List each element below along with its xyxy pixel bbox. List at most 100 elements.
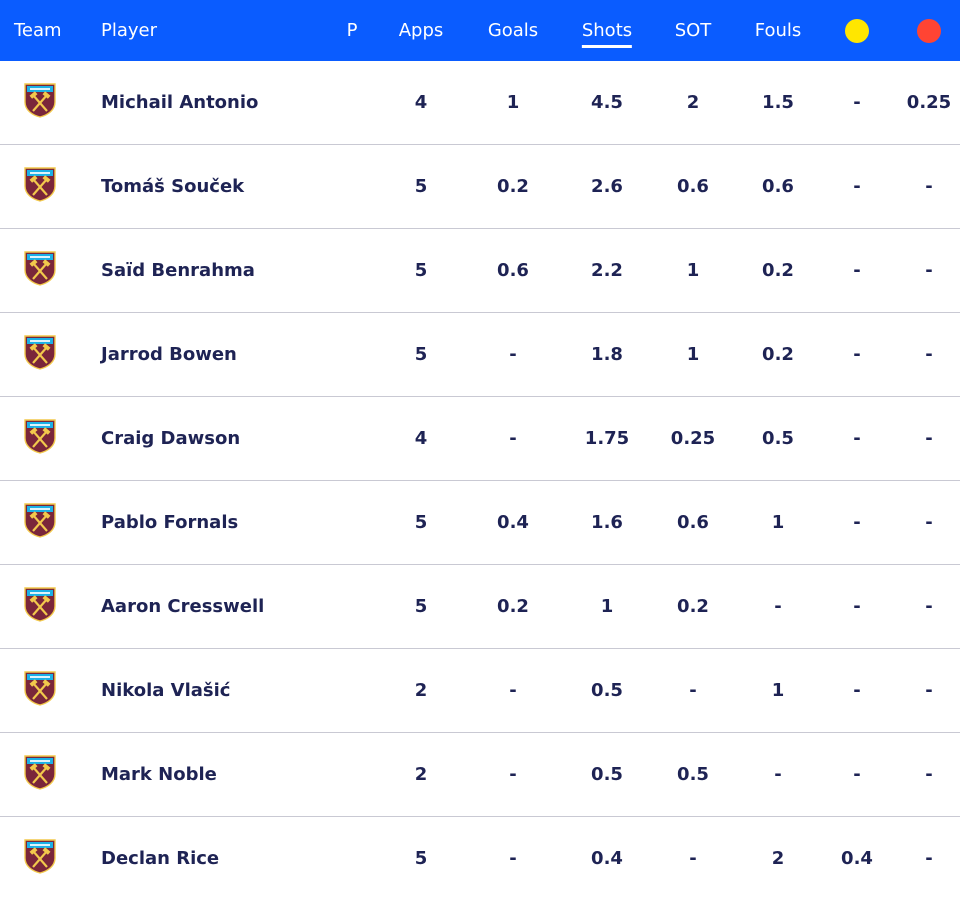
fouls-value: - — [774, 764, 782, 785]
red-cards-value: - — [925, 344, 933, 365]
fouls-value: - — [774, 596, 782, 617]
sot-value: 0.2 — [677, 596, 709, 617]
table-row[interactable]: Tomáš Souček 5 0.2 2.6 0.6 0.6 - - — [0, 145, 960, 229]
yellow-cards-value: - — [853, 92, 861, 113]
fouls-value: 1 — [771, 680, 785, 701]
west-ham-crest-icon — [24, 251, 56, 286]
yellow-cards-value: - — [853, 680, 861, 701]
yellow-cards-value: - — [853, 176, 861, 197]
player-name[interactable]: Craig Dawson — [101, 428, 241, 449]
west-ham-crest-icon — [24, 839, 56, 874]
west-ham-crest-icon — [24, 755, 56, 790]
sot-value: 0.5 — [677, 764, 709, 785]
red-card-icon — [917, 18, 941, 43]
yellow-cards-value: - — [853, 344, 861, 365]
table-row[interactable]: Nikola Vlašić 2 - 0.5 - 1 - - — [0, 649, 960, 733]
column-header-red-cards[interactable] — [917, 0, 941, 61]
apps-value: 5 — [414, 596, 428, 617]
sot-value: 0.6 — [677, 512, 709, 533]
apps-value: 5 — [414, 512, 428, 533]
west-ham-crest-icon — [24, 83, 56, 118]
player-name[interactable]: Tomáš Souček — [101, 176, 245, 197]
column-header-position[interactable]: P — [346, 20, 358, 41]
shots-value: 1.75 — [584, 428, 630, 449]
red-cards-value: - — [925, 176, 933, 197]
red-cards-value: - — [925, 680, 933, 701]
sot-value: 1 — [686, 260, 700, 281]
apps-value: 4 — [414, 428, 428, 449]
player-name[interactable]: Mark Noble — [101, 764, 217, 785]
column-header-fouls[interactable]: Fouls — [754, 20, 802, 41]
shots-value: 4.5 — [591, 92, 623, 113]
player-name[interactable]: Pablo Fornals — [101, 512, 239, 533]
apps-value: 2 — [414, 764, 428, 785]
fouls-value: 1 — [771, 512, 785, 533]
column-header-goals[interactable]: Goals — [487, 20, 539, 41]
table-row[interactable]: Craig Dawson 4 - 1.75 0.25 0.5 - - — [0, 397, 960, 481]
table-row[interactable]: Jarrod Bowen 5 - 1.8 1 0.2 - - — [0, 313, 960, 397]
apps-value: 5 — [414, 260, 428, 281]
apps-value: 5 — [414, 176, 428, 197]
sot-value: 0.25 — [670, 428, 716, 449]
column-header-team[interactable]: Team — [14, 20, 62, 41]
column-header-yellow-cards[interactable] — [845, 0, 869, 61]
goals-value: 0.4 — [497, 512, 529, 533]
apps-value: 5 — [414, 344, 428, 365]
shots-value: 1 — [600, 596, 614, 617]
sot-value: - — [689, 680, 697, 701]
yellow-cards-value: - — [853, 596, 861, 617]
table-row[interactable]: Pablo Fornals 5 0.4 1.6 0.6 1 - - — [0, 481, 960, 565]
yellow-cards-value: - — [853, 428, 861, 449]
goals-value: - — [509, 764, 517, 785]
table-row[interactable]: Saïd Benrahma 5 0.6 2.2 1 0.2 - - — [0, 229, 960, 313]
player-name[interactable]: Declan Rice — [101, 848, 220, 869]
player-name[interactable]: Michail Antonio — [101, 92, 259, 113]
goals-value: 0.2 — [497, 596, 529, 617]
sot-value: - — [689, 848, 697, 869]
shots-value: 2.6 — [591, 176, 623, 197]
goals-value: - — [509, 680, 517, 701]
goals-value: 0.6 — [497, 260, 529, 281]
player-name[interactable]: Nikola Vlašić — [101, 680, 231, 701]
west-ham-crest-icon — [24, 671, 56, 706]
column-header-apps[interactable]: Apps — [398, 20, 444, 41]
west-ham-crest-icon — [24, 587, 56, 622]
player-name[interactable]: Saïd Benrahma — [101, 260, 255, 281]
goals-value: 1 — [506, 92, 520, 113]
table-row[interactable]: Mark Noble 2 - 0.5 0.5 - - - — [0, 733, 960, 817]
table-row[interactable]: Declan Rice 5 - 0.4 - 2 0.4 - — [0, 817, 960, 900]
shots-value: 2.2 — [591, 260, 623, 281]
red-cards-value: - — [925, 596, 933, 617]
sot-value: 0.6 — [677, 176, 709, 197]
goals-value: - — [509, 428, 517, 449]
fouls-value: 0.2 — [762, 260, 794, 281]
west-ham-crest-icon — [24, 335, 56, 370]
player-name[interactable]: Aaron Cresswell — [101, 596, 265, 617]
column-header-sot[interactable]: SOT — [674, 20, 712, 41]
shots-value: 1.8 — [591, 344, 623, 365]
sot-value: 1 — [686, 344, 700, 365]
column-header-player[interactable]: Player — [101, 20, 158, 41]
column-header-shots[interactable]: Shots — [581, 0, 633, 61]
yellow-cards-value: - — [853, 512, 861, 533]
fouls-value: 1.5 — [762, 92, 794, 113]
goals-value: - — [509, 344, 517, 365]
yellow-cards-value: 0.4 — [841, 848, 873, 869]
red-cards-value: - — [925, 764, 933, 785]
fouls-value: 2 — [771, 848, 785, 869]
shots-value: 0.5 — [591, 764, 623, 785]
west-ham-crest-icon — [24, 167, 56, 202]
apps-value: 4 — [414, 92, 428, 113]
table-row[interactable]: Michail Antonio 4 1 4.5 2 1.5 - 0.25 — [0, 61, 960, 145]
fouls-value: 0.2 — [762, 344, 794, 365]
west-ham-crest-icon — [24, 419, 56, 454]
red-cards-value: - — [925, 512, 933, 533]
player-name[interactable]: Jarrod Bowen — [101, 344, 237, 365]
fouls-value: 0.5 — [762, 428, 794, 449]
apps-value: 5 — [414, 848, 428, 869]
shots-value: 0.4 — [591, 848, 623, 869]
goals-value: 0.2 — [497, 176, 529, 197]
table-header: Team Player P Apps Goals Shots SOT Fouls — [0, 0, 960, 61]
table-row[interactable]: Aaron Cresswell 5 0.2 1 0.2 - - - — [0, 565, 960, 649]
